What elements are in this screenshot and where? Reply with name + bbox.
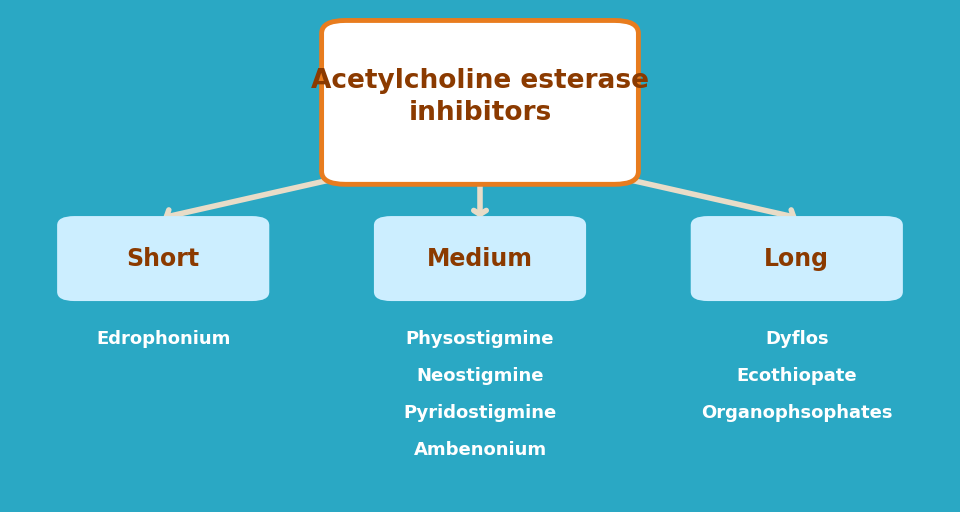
FancyBboxPatch shape [58, 216, 269, 301]
Text: Acetylcholine esterase
inhibitors: Acetylcholine esterase inhibitors [311, 68, 649, 126]
Text: Organophsophates: Organophsophates [701, 404, 893, 422]
Text: Dyflos: Dyflos [765, 330, 828, 348]
Text: Neostigmine: Neostigmine [417, 367, 543, 385]
Text: Short: Short [127, 247, 200, 270]
Text: Pyridostigmine: Pyridostigmine [403, 404, 557, 422]
FancyBboxPatch shape [373, 216, 586, 301]
Text: Long: Long [764, 247, 829, 270]
Text: Medium: Medium [427, 247, 533, 270]
Text: Physostigmine: Physostigmine [406, 330, 554, 348]
Text: Ecothiopate: Ecothiopate [736, 367, 857, 385]
FancyBboxPatch shape [322, 20, 638, 184]
FancyBboxPatch shape [690, 216, 902, 301]
Text: Ambenonium: Ambenonium [414, 441, 546, 459]
Text: Edrophonium: Edrophonium [96, 330, 230, 348]
